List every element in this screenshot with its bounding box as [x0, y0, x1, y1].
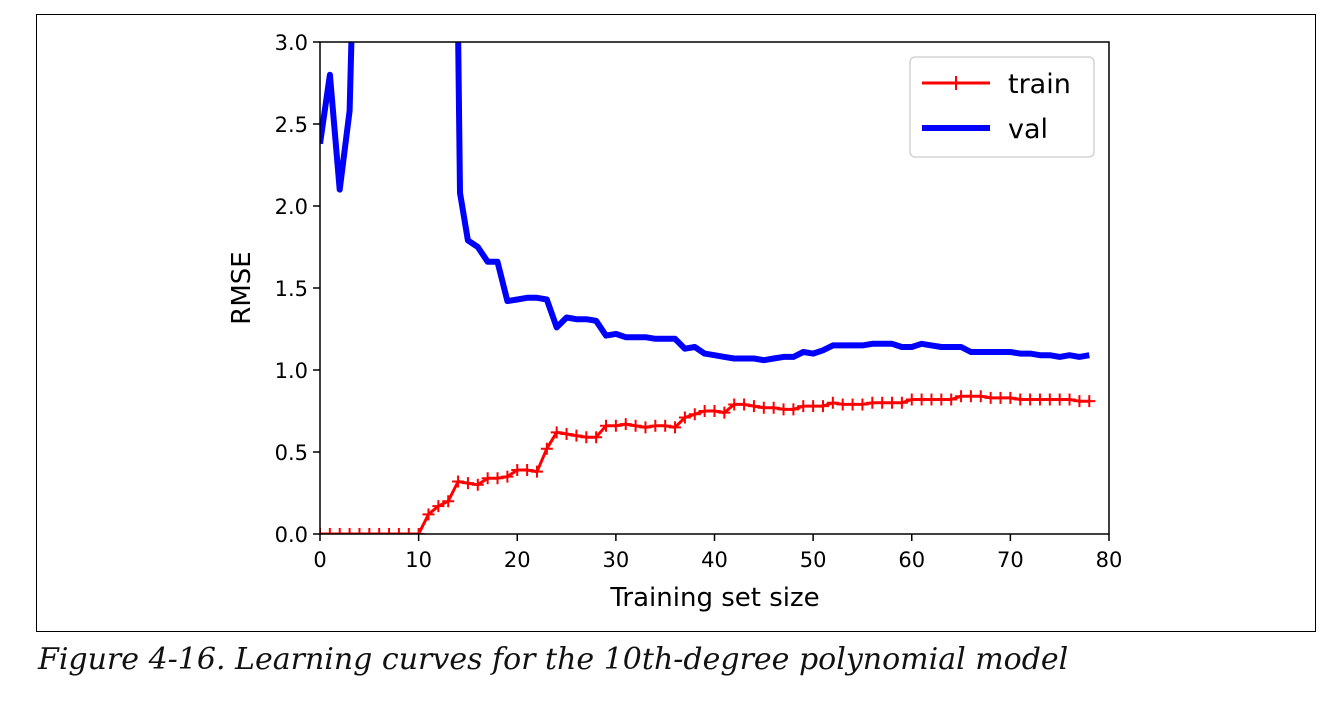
- x-tick-label: 70: [997, 548, 1024, 572]
- train-point-marker: [392, 528, 405, 534]
- series-line-val: [320, 42, 1090, 364]
- legend-val-label: val: [1008, 114, 1048, 145]
- train-point-marker: [373, 528, 386, 534]
- train-point-marker: [895, 396, 908, 409]
- train-point-marker: [343, 528, 356, 534]
- train-point-marker: [688, 408, 701, 421]
- train-point-marker: [530, 465, 543, 478]
- x-tick-label: 50: [800, 548, 827, 572]
- train-point-marker: [974, 390, 987, 403]
- y-tick-label: 0.5: [275, 441, 308, 465]
- y-tick-label: 1.0: [275, 359, 308, 383]
- train-point-marker: [718, 406, 731, 419]
- train-point-marker: [402, 528, 415, 534]
- train-point-marker: [1004, 391, 1017, 404]
- train-point-marker: [619, 418, 632, 431]
- train-point-marker: [461, 477, 474, 490]
- legend: train val: [909, 56, 1095, 158]
- train-point-marker: [323, 528, 336, 534]
- train-point-marker: [787, 403, 800, 416]
- train-point-marker: [747, 400, 760, 413]
- figure-caption: Figure 4-16. Learning curves for the 10t…: [38, 642, 1069, 677]
- train-point-marker: [452, 475, 465, 488]
- legend-train-marker: [949, 76, 963, 90]
- train-point-marker: [432, 500, 445, 513]
- train-point-marker: [422, 508, 435, 521]
- train-point-marker: [609, 419, 622, 432]
- train-point-marker: [945, 393, 958, 406]
- train-point-marker: [570, 429, 583, 442]
- axis-ticks: 0 10 20 30 40 50 60 70 80 0.0 0.5 1.0 1.5 2.0 2.5 3.0: [275, 31, 1123, 572]
- legend-train-label: train: [1008, 69, 1071, 100]
- x-tick-label: 0: [313, 548, 326, 572]
- learning-curve-chart: 0 10 20 30 40 50 60 70 80 0.0 0.5 1.0 1.5 2.0 2.5 3.0 T…: [227, 31, 1123, 613]
- train-point-marker: [442, 495, 455, 508]
- train-point-marker: [590, 431, 603, 444]
- train-point-marker: [738, 398, 751, 411]
- y-axis-label: RMSE: [227, 251, 257, 324]
- y-tick-label: 2.5: [275, 113, 308, 137]
- y-tick-label: 0.0: [275, 523, 308, 547]
- x-axis-label: Training set size: [609, 583, 819, 613]
- train-point-marker: [1063, 393, 1076, 406]
- train-point-marker: [383, 528, 396, 534]
- train-point-marker: [659, 419, 672, 432]
- figure-frame: [36, 14, 1316, 632]
- train-point-marker: [333, 528, 346, 534]
- train-point-marker: [826, 396, 839, 409]
- train-point-marker: [639, 421, 652, 434]
- train-point-marker: [856, 398, 869, 411]
- train-point-marker: [669, 421, 682, 434]
- train-point-marker: [708, 405, 721, 417]
- series-layer: [320, 42, 1096, 534]
- x-tick-label: 60: [898, 548, 925, 572]
- y-tick-label: 1.5: [275, 277, 308, 301]
- x-tick-label: 30: [603, 548, 630, 572]
- train-point-marker: [363, 528, 376, 534]
- train-point-marker: [678, 411, 691, 424]
- x-tick-label: 20: [504, 548, 531, 572]
- train-point-marker: [471, 478, 484, 491]
- train-point-marker: [767, 401, 780, 414]
- train-point-marker: [521, 464, 534, 477]
- train-point-marker: [550, 426, 563, 439]
- train-point-marker: [353, 528, 366, 534]
- x-tick-label: 40: [701, 548, 728, 572]
- train-point-marker: [1083, 395, 1096, 408]
- train-point-marker: [560, 427, 573, 440]
- train-point-marker: [629, 419, 642, 432]
- x-tick-label: 80: [1096, 548, 1123, 572]
- train-point-marker: [540, 442, 553, 455]
- y-tick-label: 3.0: [275, 31, 308, 55]
- train-point-marker: [501, 470, 514, 483]
- train-point-marker: [412, 528, 425, 534]
- train-point-marker: [491, 472, 504, 485]
- y-tick-label: 2.0: [275, 195, 308, 219]
- train-point-marker: [816, 400, 829, 413]
- x-tick-label: 10: [405, 548, 432, 572]
